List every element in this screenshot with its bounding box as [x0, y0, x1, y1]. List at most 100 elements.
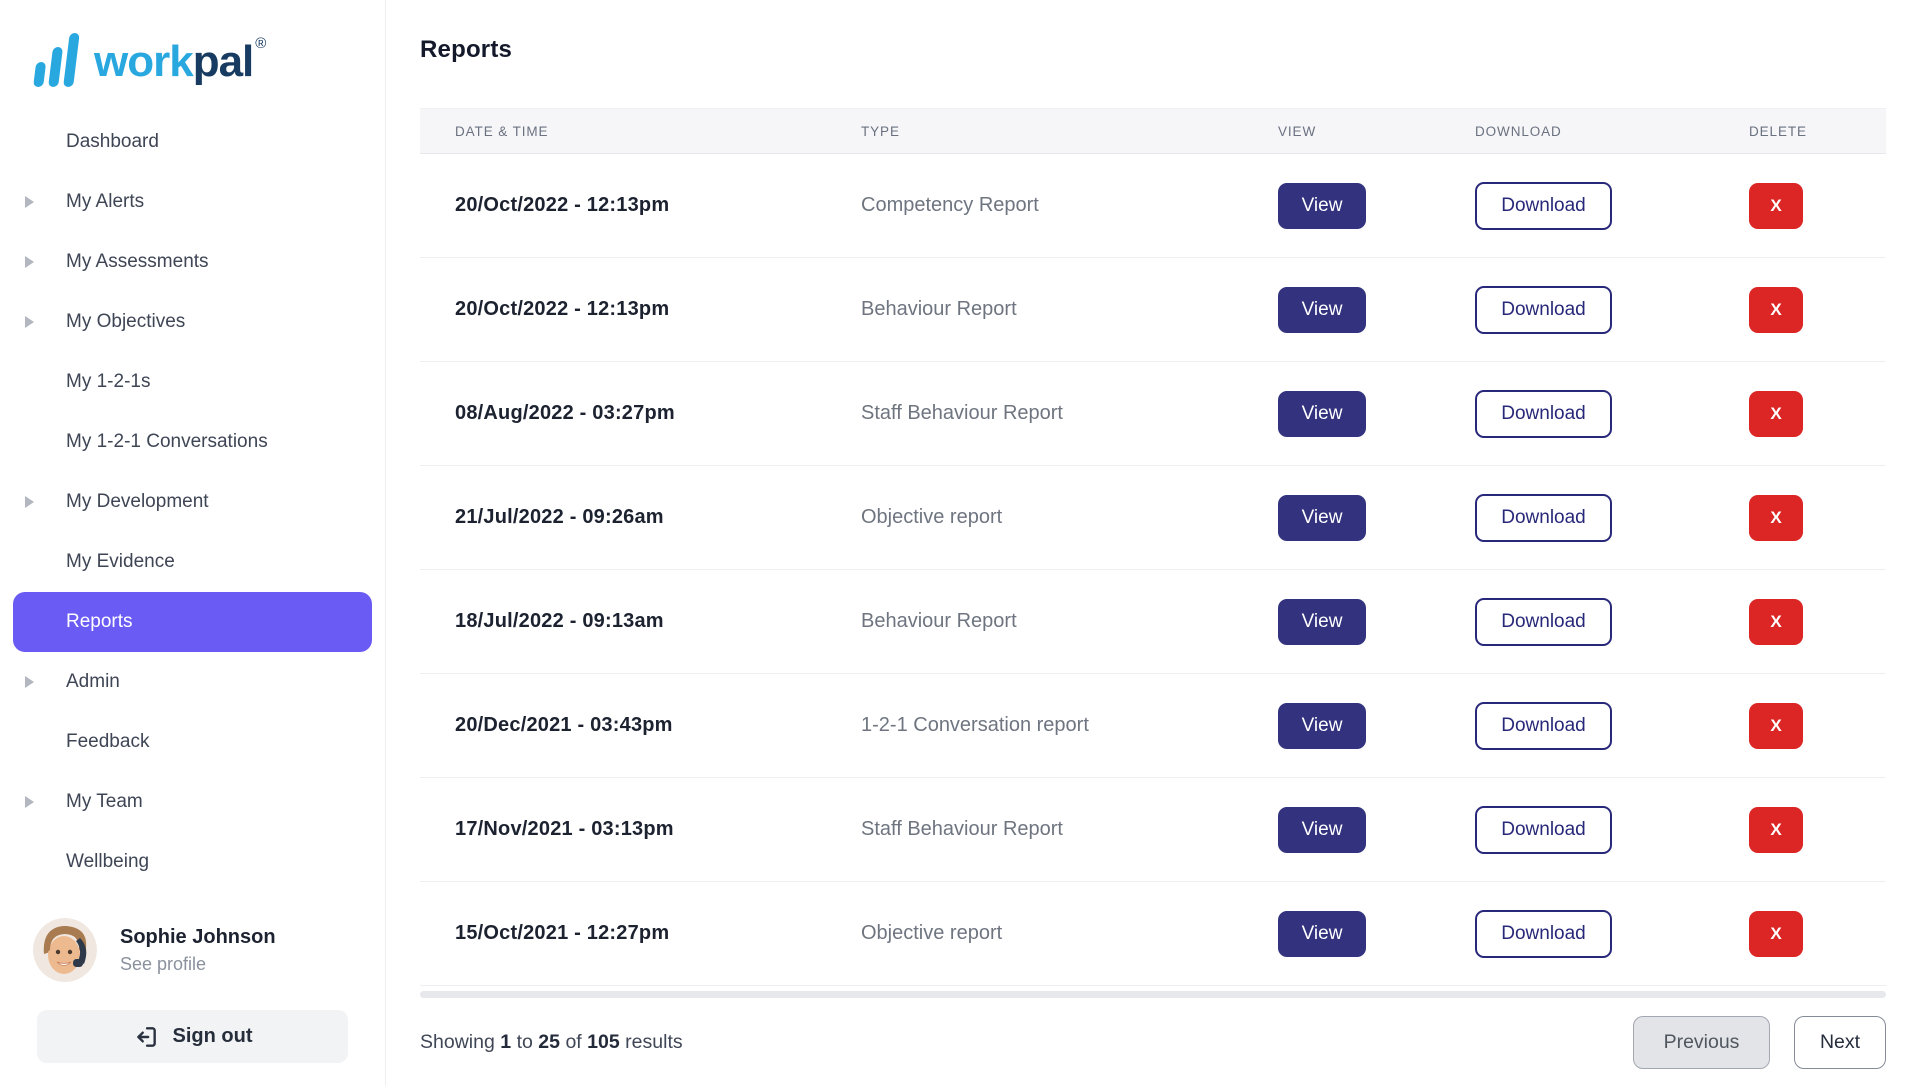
view-button[interactable]: View — [1278, 390, 1366, 437]
report-datetime: 17/Nov/2021 - 03:13pm — [455, 818, 674, 840]
report-type: Staff Behaviour Report — [861, 818, 1063, 840]
report-type: Behaviour Report — [861, 298, 1017, 320]
caret-icon — [25, 316, 34, 328]
column-header-date-time: DATE & TIME — [455, 123, 549, 139]
delete-button[interactable]: X — [1749, 390, 1803, 437]
download-button[interactable]: Download — [1475, 389, 1612, 438]
report-type: 1-2-1 Conversation report — [861, 714, 1089, 736]
view-button[interactable]: View — [1278, 494, 1366, 541]
logo-pal: pal — [192, 37, 255, 86]
sidebar-item-label: Reports — [66, 611, 133, 632]
delete-button[interactable]: X — [1749, 702, 1803, 749]
caret-icon — [25, 196, 34, 208]
download-button[interactable]: Download — [1475, 181, 1612, 230]
see-profile-link[interactable]: See profile — [120, 953, 207, 974]
sidebar-item-label: My Objectives — [66, 311, 186, 332]
column-header-delete: DELETE — [1749, 123, 1807, 139]
sidebar-item-my-objectives[interactable]: My Objectives — [13, 292, 372, 352]
sidebar-item-label: Wellbeing — [66, 851, 150, 872]
download-button[interactable]: Download — [1475, 909, 1612, 958]
table-body: 20/Oct/2022 - 12:13pm Competency Report … — [420, 154, 1886, 986]
report-datetime: 20/Oct/2022 - 12:13pm — [455, 298, 670, 320]
download-button[interactable]: Download — [1475, 493, 1612, 542]
table-row: 20/Oct/2022 - 12:13pm Competency Report … — [420, 154, 1886, 258]
table-row: 20/Dec/2021 - 03:43pm 1-2-1 Conversation… — [420, 674, 1886, 778]
previous-button[interactable]: Previous — [1633, 1015, 1770, 1069]
delete-button[interactable]: X — [1749, 598, 1803, 645]
delete-button[interactable]: X — [1749, 910, 1803, 957]
workpal-logo: workpal ® — [0, 0, 385, 100]
delete-button[interactable]: X — [1749, 494, 1803, 541]
main-content: Reports DATE & TIME TYPE VIEW DOWNLOAD D… — [386, 0, 1920, 1086]
logout-icon — [136, 1026, 156, 1047]
view-button[interactable]: View — [1278, 286, 1366, 333]
view-button[interactable]: View — [1278, 598, 1366, 645]
report-datetime: 08/Aug/2022 - 03:27pm — [455, 402, 675, 424]
caret-icon — [25, 256, 34, 268]
profile-name: Sophie Johnson — [120, 925, 276, 948]
next-button[interactable]: Next — [1794, 1015, 1886, 1069]
sidebar-item-my-development[interactable]: My Development — [13, 472, 372, 532]
report-type: Staff Behaviour Report — [861, 402, 1063, 424]
avatar[interactable] — [33, 918, 97, 982]
summary-from: 1 — [500, 1030, 512, 1053]
reports-table: DATE & TIME TYPE VIEW DOWNLOAD DELETE 20… — [420, 108, 1886, 998]
table-row: 17/Nov/2021 - 03:13pm Staff Behaviour Re… — [420, 778, 1886, 882]
sign-out-button[interactable]: Sign out — [37, 1010, 348, 1063]
sidebar-item-my-team[interactable]: My Team — [13, 772, 372, 832]
sidebar-item-wellbeing[interactable]: Wellbeing — [13, 832, 372, 892]
report-datetime: 15/Oct/2021 - 12:27pm — [455, 922, 670, 944]
download-button[interactable]: Download — [1475, 701, 1612, 750]
summary-total: 105 — [587, 1030, 620, 1053]
pager-buttons: Previous Next — [1633, 1015, 1886, 1069]
report-datetime: 18/Jul/2022 - 09:13am — [455, 610, 664, 632]
table-row: 15/Oct/2021 - 12:27pm Objective report V… — [420, 882, 1886, 986]
report-type: Objective report — [861, 506, 1003, 528]
table-row: 08/Aug/2022 - 03:27pm Staff Behaviour Re… — [420, 362, 1886, 466]
sidebar-item-my-assessments[interactable]: My Assessments — [13, 232, 372, 292]
sidebar-item-label: Dashboard — [66, 131, 159, 152]
page-title: Reports — [420, 36, 513, 63]
column-header-type: TYPE — [861, 123, 900, 139]
summary-showing: Showing — [420, 1030, 495, 1053]
sidebar-item-my-1-2-1-conversations[interactable]: My 1-2-1 Conversations — [13, 412, 372, 472]
download-button[interactable]: Download — [1475, 805, 1612, 854]
sidebar-item-label: My Evidence — [66, 551, 175, 572]
delete-button[interactable]: X — [1749, 806, 1803, 853]
view-button[interactable]: View — [1278, 702, 1366, 749]
sidebar-item-label: My Assessments — [66, 251, 209, 272]
download-button[interactable]: Download — [1475, 597, 1612, 646]
logo-work: work — [94, 37, 194, 86]
sidebar-item-feedback[interactable]: Feedback — [13, 712, 372, 772]
sidebar-item-label: Admin — [66, 671, 120, 692]
report-type: Objective report — [861, 922, 1003, 944]
sidebar-item-my-1-2-1s[interactable]: My 1-2-1s — [13, 352, 372, 412]
summary-of-word: of — [565, 1030, 582, 1053]
sign-out-label: Sign out — [172, 1025, 253, 1047]
pagination-bar: Showing 1 to 25 of 105 results Previous Next — [420, 998, 1886, 1086]
sidebar-nav: Dashboard My Alerts My Assessments My Ob… — [0, 112, 385, 892]
view-button[interactable]: View — [1278, 806, 1366, 853]
sidebar-item-reports[interactable]: Reports — [13, 592, 372, 652]
sidebar-item-my-evidence[interactable]: My Evidence — [13, 532, 372, 592]
sidebar-item-label: Feedback — [66, 731, 150, 752]
sidebar-item-label: My 1-2-1 Conversations — [66, 431, 268, 452]
table-bottom-divider — [420, 991, 1886, 998]
sidebar-item-admin[interactable]: Admin — [13, 652, 372, 712]
report-type: Competency Report — [861, 194, 1039, 216]
delete-button[interactable]: X — [1749, 286, 1803, 333]
download-button[interactable]: Download — [1475, 285, 1612, 334]
view-button[interactable]: View — [1278, 910, 1366, 957]
bar-chart-logo-icon — [33, 33, 80, 87]
sidebar-item-label: My 1-2-1s — [66, 371, 151, 392]
results-summary: Showing 1 to 25 of 105 results — [420, 1031, 688, 1054]
caret-icon — [25, 796, 34, 808]
report-datetime: 21/Jul/2022 - 09:26am — [455, 506, 664, 528]
view-button[interactable]: View — [1278, 182, 1366, 229]
sidebar-item-my-alerts[interactable]: My Alerts — [13, 172, 372, 232]
delete-button[interactable]: X — [1749, 182, 1803, 229]
table-row: 18/Jul/2022 - 09:13am Behaviour Report V… — [420, 570, 1886, 674]
sidebar-item-dashboard[interactable]: Dashboard — [13, 112, 372, 172]
sidebar-item-label: My Alerts — [66, 191, 145, 212]
